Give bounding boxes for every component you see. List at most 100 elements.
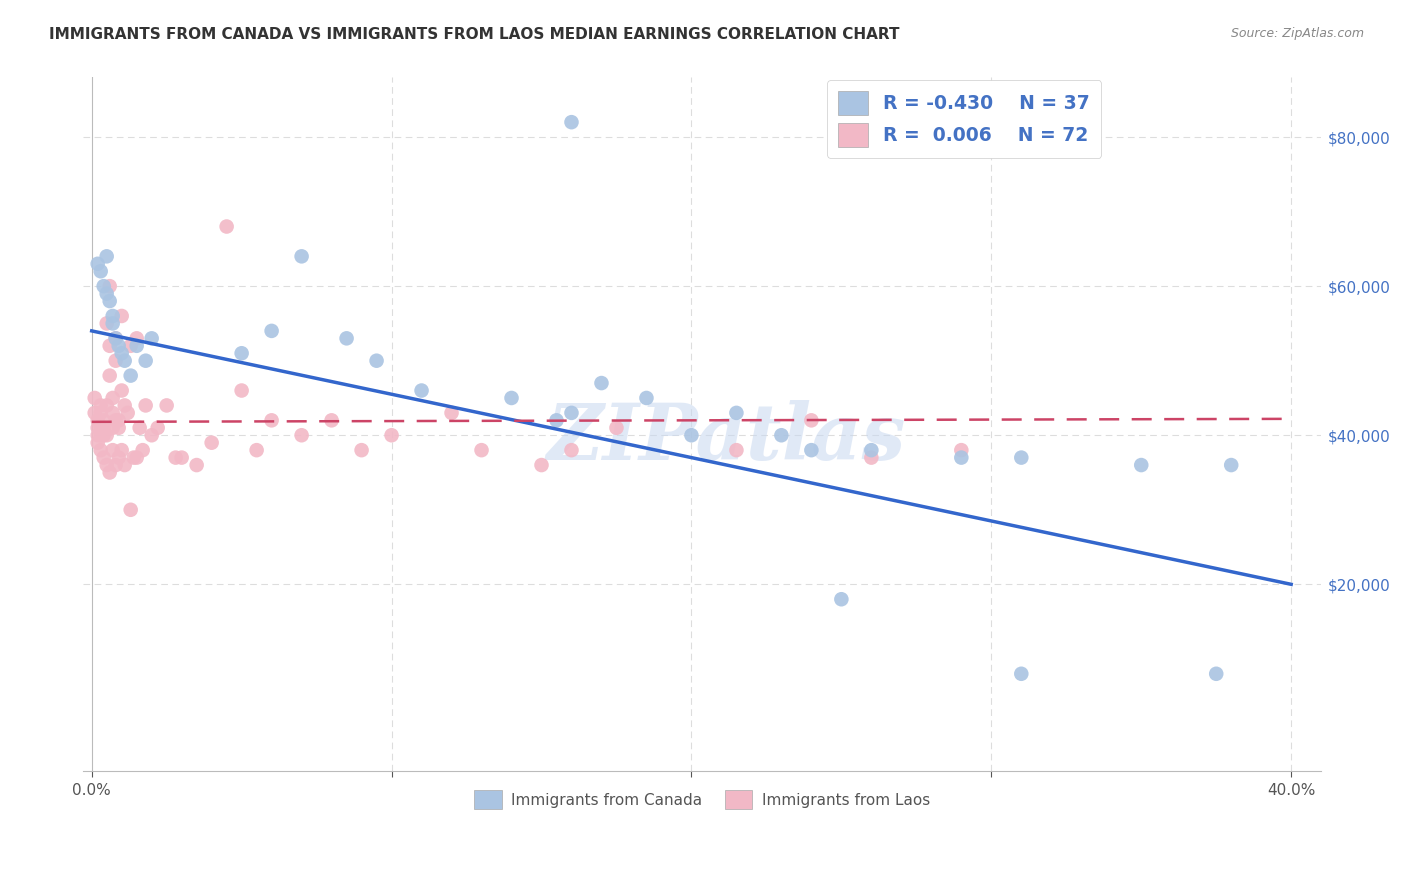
Point [681,428,703,442]
Point [186,458,208,472]
Point [101,391,124,405]
Text: IMMIGRANTS FROM CANADA VS IMMIGRANTS FROM LAOS MEDIAN EARNINGS CORRELATION CHART: IMMIGRANTS FROM CANADA VS IMMIGRANTS FRO… [49,27,900,42]
Point [98,279,121,293]
Point [125,450,148,465]
Point [135,353,157,368]
Point [104,331,127,345]
Point [96,428,118,442]
Point [291,249,314,263]
Point [165,450,187,465]
Point [215,219,238,234]
Text: ZIPatlas: ZIPatlas [547,400,907,476]
Point [605,421,627,435]
Point [98,466,121,480]
Point [201,435,224,450]
Point [830,592,852,607]
Point [104,413,127,427]
Point [117,406,139,420]
Point [93,428,115,442]
Point [96,458,118,472]
Point [231,346,253,360]
Point [860,450,883,465]
Point [950,450,973,465]
Point [950,443,973,458]
Point [104,353,127,368]
Point [93,279,115,293]
Point [104,458,127,472]
Point [246,443,269,458]
Point [101,317,124,331]
Point [135,399,157,413]
Point [96,249,118,263]
Point [90,399,112,413]
Point [170,450,193,465]
Point [231,384,253,398]
Point [530,458,553,472]
Point [86,421,108,435]
Point [107,450,129,465]
Point [93,421,115,435]
Point [470,443,492,458]
Point [90,406,112,420]
Point [101,309,124,323]
Point [96,286,118,301]
Point [546,413,568,427]
Point [86,428,108,442]
Point [98,339,121,353]
Point [125,331,148,345]
Point [111,346,134,360]
Point [107,339,129,353]
Point [90,443,112,458]
Point [440,406,463,420]
Point [321,413,343,427]
Point [114,353,136,368]
Point [114,458,136,472]
Point [111,384,134,398]
Point [122,450,145,465]
Point [83,391,105,405]
Point [86,413,108,427]
Point [260,324,283,338]
Point [141,331,163,345]
Point [1220,458,1243,472]
Legend: Immigrants from Canada, Immigrants from Laos: Immigrants from Canada, Immigrants from … [468,784,936,815]
Point [141,428,163,442]
Point [107,421,129,435]
Point [636,391,658,405]
Point [104,331,127,345]
Point [291,428,314,442]
Point [1010,666,1032,681]
Point [501,391,523,405]
Point [1010,450,1032,465]
Point [114,399,136,413]
Point [90,264,112,278]
Point [96,317,118,331]
Point [120,503,142,517]
Point [107,413,129,427]
Point [560,406,582,420]
Point [131,443,153,458]
Point [800,443,823,458]
Point [101,421,124,435]
Point [86,257,108,271]
Point [1130,458,1153,472]
Point [96,399,118,413]
Point [411,384,433,398]
Point [83,406,105,420]
Text: Source: ZipAtlas.com: Source: ZipAtlas.com [1230,27,1364,40]
Point [770,428,793,442]
Point [366,353,388,368]
Point [336,331,359,345]
Point [260,413,283,427]
Point [101,443,124,458]
Point [120,368,142,383]
Point [725,406,748,420]
Point [560,115,582,129]
Point [560,443,582,458]
Point [1205,666,1227,681]
Point [725,443,748,458]
Point [156,399,179,413]
Point [860,443,883,458]
Point [93,450,115,465]
Point [101,406,124,420]
